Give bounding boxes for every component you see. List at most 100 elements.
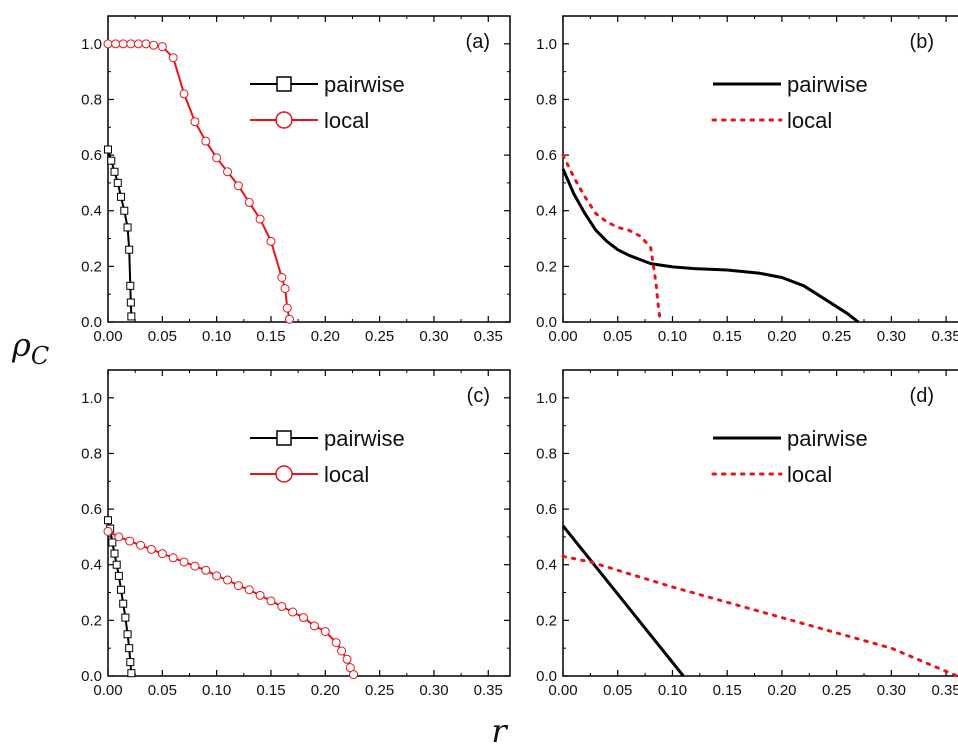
data-point-local bbox=[331, 638, 341, 648]
x-tick-label: 0.05 bbox=[148, 328, 177, 345]
y-tick-label: 0.4 bbox=[81, 203, 102, 220]
data-point-local bbox=[168, 53, 178, 63]
x-tick-label: 0.20 bbox=[767, 682, 796, 699]
data-point-local bbox=[280, 284, 290, 294]
x-tick-label: 0.20 bbox=[311, 328, 340, 345]
legend-marker-local bbox=[275, 465, 293, 483]
data-point-pairwise bbox=[117, 585, 126, 594]
data-point-local bbox=[277, 272, 287, 282]
data-point-local bbox=[342, 654, 352, 664]
chart-panel: 0.00 0.05 0.10 0.15 0.20 0.25 0.30 0.35 0.0 0.2 0.… bbox=[536, 15, 958, 345]
data-point-local bbox=[141, 39, 151, 49]
x-tick-label: 0.05 bbox=[603, 682, 632, 699]
data-point-local bbox=[157, 549, 167, 559]
data-point-pairwise bbox=[121, 613, 130, 622]
data-point-pairwise bbox=[123, 223, 132, 232]
series-line-local bbox=[561, 554, 958, 678]
data-point-local bbox=[133, 39, 143, 49]
data-point-local bbox=[190, 561, 200, 571]
panel-label: (b) bbox=[910, 31, 934, 53]
x-tick-label: 0.15 bbox=[713, 328, 742, 345]
x-tick-label: 0.25 bbox=[822, 682, 851, 699]
data-point-pairwise bbox=[110, 549, 119, 558]
y-tick-label: 0.8 bbox=[536, 445, 557, 462]
svg-text:ρC: ρC bbox=[11, 326, 49, 370]
legend-marker-pairwise bbox=[276, 430, 292, 446]
series-line-local bbox=[108, 42, 291, 320]
x-tick-label: 0.20 bbox=[767, 328, 796, 345]
data-point-local bbox=[223, 167, 233, 177]
plot-frame bbox=[107, 369, 511, 677]
chart-panel: 0.00 0.05 0.10 0.15 0.20 0.25 0.30 0.35 0.0 0.2 0.… bbox=[81, 15, 511, 345]
data-point-pairwise bbox=[108, 538, 117, 547]
x-tick-label: 0.10 bbox=[202, 328, 231, 345]
x-tick-label: 0.15 bbox=[256, 328, 285, 345]
y-tick-label: 0.4 bbox=[536, 557, 557, 574]
y-tick-label: 0.2 bbox=[536, 612, 557, 629]
data-point-local bbox=[179, 89, 189, 99]
data-point-pairwise bbox=[120, 206, 129, 215]
series-line-pairwise bbox=[561, 168, 860, 324]
data-point-local bbox=[125, 536, 135, 546]
legend-label-pairwise: pairwise bbox=[324, 426, 405, 451]
series-line-local bbox=[107, 530, 355, 676]
legend-marker-local bbox=[275, 111, 293, 129]
y-tick-label: 0.6 bbox=[81, 501, 102, 518]
data-point-pairwise bbox=[127, 312, 136, 321]
data-point-local bbox=[146, 544, 156, 554]
legend-label-local: local bbox=[324, 108, 369, 133]
data-point-local bbox=[111, 39, 121, 49]
x-tick-label: 0.35 bbox=[932, 328, 958, 345]
data-point-pairwise bbox=[127, 669, 136, 678]
data-point-pairwise bbox=[119, 599, 128, 608]
data-point-local bbox=[136, 540, 146, 550]
panel-label: (a) bbox=[466, 31, 490, 53]
y-tick-label: 0.2 bbox=[81, 612, 102, 629]
plot-frame bbox=[562, 369, 958, 677]
chart-panel: 0.00 0.05 0.10 0.15 0.20 0.25 0.30 0.35 0.0 0.2 0.… bbox=[81, 369, 511, 699]
data-point-local bbox=[126, 39, 136, 49]
y-axis-label-symbol: ρ bbox=[11, 326, 31, 364]
legend-label-pairwise: pairwise bbox=[324, 72, 405, 97]
legend-label-local: local bbox=[787, 108, 832, 133]
x-axis-label: r bbox=[491, 712, 508, 745]
x-tick-label: 0.00 bbox=[548, 682, 577, 699]
data-point-local bbox=[157, 42, 167, 52]
data-point-pairwise bbox=[126, 298, 135, 307]
data-point-local bbox=[103, 39, 113, 49]
data-point-local bbox=[244, 197, 254, 207]
data-point-local bbox=[282, 303, 292, 313]
data-point-local bbox=[103, 526, 113, 536]
x-tick-label: 0.15 bbox=[256, 682, 285, 699]
data-point-pairwise bbox=[126, 658, 135, 667]
y-tick-label: 0.2 bbox=[536, 258, 557, 275]
data-point-local bbox=[255, 214, 265, 224]
data-point-local bbox=[114, 532, 124, 542]
legend-label-pairwise: pairwise bbox=[787, 72, 868, 97]
data-point-local bbox=[233, 181, 243, 191]
y-tick-label: 0.0 bbox=[536, 668, 557, 685]
x-tick-label: 0.30 bbox=[877, 682, 906, 699]
y-tick-label: 0.0 bbox=[81, 314, 102, 331]
x-tick-label: 0.30 bbox=[419, 682, 448, 699]
y-tick-label: 0.6 bbox=[536, 147, 557, 164]
data-point-local bbox=[277, 601, 287, 611]
data-point-local bbox=[190, 117, 200, 127]
data-point-pairwise bbox=[123, 630, 132, 639]
data-point-local bbox=[212, 571, 222, 581]
x-tick-label: 0.10 bbox=[658, 682, 687, 699]
x-tick-label: 0.35 bbox=[474, 682, 503, 699]
y-tick-label: 0.8 bbox=[81, 445, 102, 462]
data-point-local bbox=[288, 607, 298, 617]
series-line-pairwise bbox=[561, 524, 685, 677]
series-line-local bbox=[561, 153, 662, 324]
data-point-pairwise bbox=[110, 167, 119, 176]
y-axis-label: ρC bbox=[11, 326, 49, 370]
plot-frame bbox=[562, 15, 958, 323]
x-tick-label: 0.25 bbox=[822, 328, 851, 345]
data-point-pairwise bbox=[113, 178, 122, 187]
data-point-local bbox=[266, 596, 276, 606]
x-tick-label: 0.05 bbox=[148, 682, 177, 699]
data-point-local bbox=[299, 613, 309, 623]
x-tick-label: 0.25 bbox=[365, 682, 394, 699]
